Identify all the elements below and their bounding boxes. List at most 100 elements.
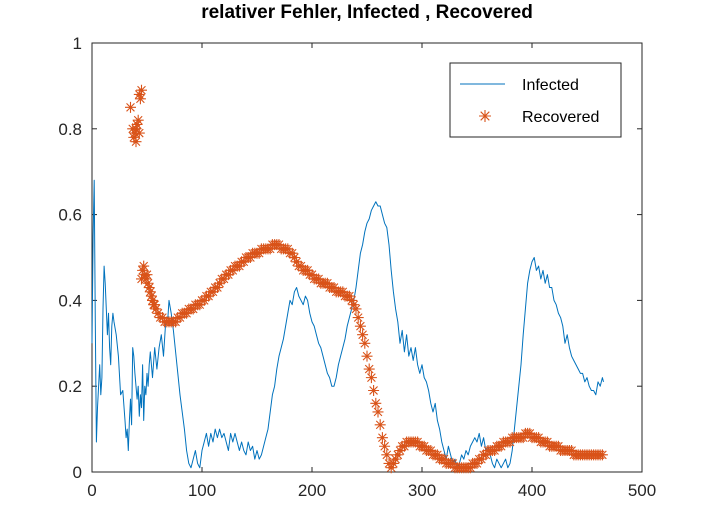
recovered-point [138,260,150,272]
recovered-point [133,127,145,139]
legend-recovered-label: Recovered [522,109,599,126]
recovered-point [145,290,157,302]
legend-infected-label: Infected [522,77,579,94]
chart-title: relativer Fehler, Infected , Recovered [201,2,533,23]
recovered-point [464,462,476,474]
recovered-point [141,269,153,281]
recovered-point [337,286,349,298]
recovered-point [412,436,424,448]
recovered-point [357,329,369,341]
y-tick-label: 0 [73,463,82,482]
recovered-point [150,303,162,315]
recovered-point [431,449,443,461]
recovered-point [288,252,300,263]
recovered-point [348,299,360,311]
recovered-point [137,264,149,276]
recovered-point [385,462,397,474]
x-tick-label: 100 [188,481,216,500]
recovered-point [387,457,399,469]
recovered-point [253,247,265,259]
y-tick-label: 0.4 [58,291,82,310]
recovered-point [524,427,536,439]
series-layer [91,84,608,474]
recovered-point [504,436,516,448]
recovered-point [379,440,391,452]
recovered-point [475,453,487,465]
recovered-point [381,449,393,461]
recovered-point [306,269,318,281]
recovered-point [328,282,340,294]
recovered-point [438,453,450,465]
recovered-point [480,449,492,461]
legend: Infected Recovered [449,62,622,138]
recovered-point [130,136,142,148]
x-tick-label: 200 [298,481,326,500]
recovered-point [365,372,377,384]
recovered-point [596,449,608,461]
recovered-point [286,247,298,259]
recovered-point [142,277,154,289]
recovered-point [291,256,303,268]
recovered-point [552,440,564,452]
recovered-point [282,243,294,255]
recovered-point [244,252,256,263]
recovered-point [374,419,386,431]
recovered-point [238,256,250,268]
recovered-point [222,269,234,281]
recovered-point [321,277,333,289]
recovered-point [425,445,437,457]
recovered-point [170,316,182,328]
recovered-point [541,436,553,448]
recovered-point [218,273,230,285]
recovered-point [302,264,314,276]
recovered-point [187,303,199,315]
legend-recovered-marker-sample [479,110,491,122]
recovered-point [125,101,136,113]
x-tick-label: 400 [518,481,546,500]
recovered-point [533,432,545,444]
recovered-point [566,445,578,457]
recovered-point [447,457,459,469]
recovered-point [143,282,155,294]
recovered-point [181,307,193,319]
recovered-point [198,294,210,306]
recovered-point [131,119,143,131]
recovered-point [370,397,382,409]
recovered-point [361,350,373,362]
recovered-point [352,312,364,324]
recovered-point [194,299,206,311]
x-tick-label: 300 [408,481,436,500]
recovered-point [227,264,239,276]
recovered-point [203,290,215,302]
recovered-point [134,93,146,105]
recovered-point [350,303,362,315]
recovered-point [174,312,186,324]
recovered-point [144,286,156,298]
recovered-point [313,273,325,285]
recovered-point [273,239,285,251]
series-line-infected [91,179,604,469]
legend-asterisk-marker [479,110,491,122]
recovered-point [354,320,366,332]
recovered-point [398,440,410,452]
recovered-point [418,440,430,452]
recovered-point [128,131,140,143]
recovered-point [140,273,152,285]
recovered-point [359,337,371,349]
y-tick-label: 0.6 [58,206,82,225]
recovered-point [264,243,276,255]
recovered-point [152,307,164,319]
recovered-point [233,260,245,272]
recovered-point [147,294,158,306]
recovered-point [363,363,375,375]
y-tick-label: 0.2 [58,377,82,396]
series-markers-recovered [125,84,608,474]
recovered-point [372,406,384,418]
x-tick-label: 0 [87,481,96,500]
recovered-point [149,299,161,311]
recovered-point [368,384,380,396]
x-tick-label: 500 [628,481,656,500]
recovered-point [495,440,507,452]
recovered-point [295,260,307,272]
